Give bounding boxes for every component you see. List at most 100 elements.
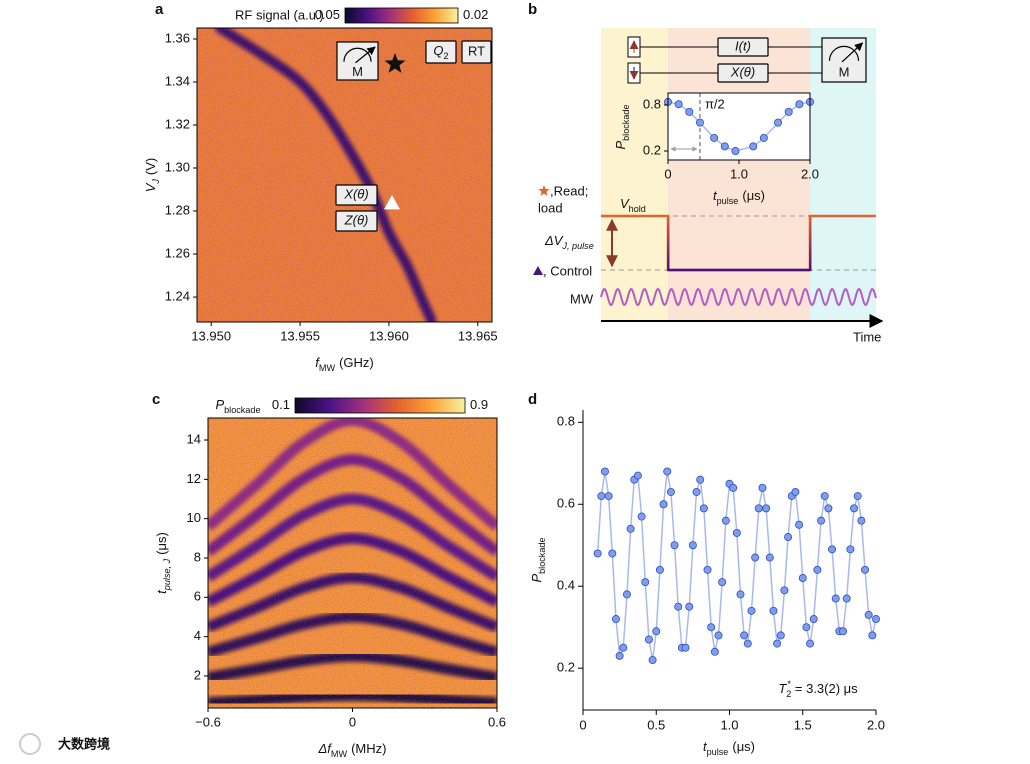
y-tick-label: 0.6: [557, 496, 575, 511]
colorbar-label: Pblockade: [215, 397, 260, 415]
label-part: ΔV: [544, 233, 564, 248]
meter-needle: [841, 42, 864, 63]
data-point: [795, 520, 804, 529]
read-label: load: [538, 200, 563, 215]
x-tick-label: 2.0: [867, 717, 885, 732]
gate-label: Z(θ): [344, 212, 369, 227]
y-tick-label: 12: [187, 471, 201, 486]
data-point: [743, 639, 752, 648]
data-point: [784, 533, 793, 542]
label-part: t: [713, 188, 718, 203]
data-point: [824, 504, 833, 513]
label-part: pulse: [717, 196, 739, 206]
y-axis-label: VJ (V): [143, 158, 161, 193]
label-part: MW: [331, 749, 348, 759]
data-point: [795, 100, 804, 109]
label-part: 2: [786, 689, 791, 699]
y-tick-label: 0.4: [557, 578, 575, 593]
watermark-logo: [19, 733, 41, 755]
rt-box: [461, 40, 492, 64]
colorbar: [344, 7, 459, 24]
triangle-icon: [384, 195, 400, 210]
data-point: [641, 578, 650, 587]
data-point: [780, 586, 789, 595]
data-point: [695, 118, 704, 127]
colorbar-tick-label: 0.1: [272, 397, 290, 412]
y-tick-label: 0.2: [643, 142, 661, 157]
x-tick-label: 2.0: [801, 166, 819, 181]
data-point: [762, 504, 771, 513]
label-part: T: [778, 681, 787, 696]
label-part: J: [151, 179, 161, 185]
gate-label: X(θ): [730, 64, 755, 79]
data-point: [688, 541, 697, 550]
data-point: [747, 606, 756, 615]
data-point: [710, 647, 719, 656]
pulse-label: ΔVJ, pulse: [544, 233, 594, 251]
data-point: [718, 578, 727, 587]
colorbar: [294, 397, 466, 414]
x-tick-label: 1.0: [730, 166, 748, 181]
triangle-icon: [533, 266, 543, 275]
label-part: Δf: [318, 741, 333, 756]
data-point: [707, 623, 716, 632]
data-point: [828, 545, 837, 554]
data-point: [685, 107, 694, 116]
annotation: T2* = 3.3(2) μs: [778, 679, 858, 699]
data-point: [659, 500, 668, 509]
label-part: *: [787, 679, 791, 689]
label-part: pulse: [707, 747, 729, 757]
data-point: [791, 487, 800, 496]
y-tick-label: 1.28: [165, 202, 190, 217]
pulse-edge: [809, 216, 812, 271]
data-point: [769, 606, 778, 615]
data-line: [596, 471, 877, 661]
pulse-edge: [667, 216, 670, 271]
gate-box: [335, 210, 378, 232]
plot-frame: [667, 92, 811, 161]
data-point: [809, 615, 818, 624]
x-tick-label: 0: [579, 717, 586, 732]
data-point: [773, 639, 782, 648]
data-point: [674, 100, 683, 109]
control-label: , Control: [543, 263, 592, 278]
x-axis-label: ΔfMW (MHz): [318, 741, 387, 759]
gate-box: [717, 63, 769, 83]
data-point: [853, 492, 862, 501]
x-tick-label: 13.960: [369, 328, 409, 343]
data-point: [597, 492, 606, 501]
label-part: Q: [433, 43, 443, 58]
y-tick-label: 1.24: [165, 288, 190, 303]
meter-label: M: [352, 64, 363, 79]
data-point: [637, 512, 646, 521]
data-point: [868, 631, 877, 640]
label-part: blockade: [224, 405, 260, 415]
data-point: [729, 483, 738, 492]
y-tick-label: 4: [194, 628, 201, 643]
rt-label: RT: [468, 43, 485, 58]
label-part: MW: [319, 363, 336, 373]
label-part: t: [154, 589, 169, 594]
x-tick-label: 13.955: [280, 328, 320, 343]
y-tick-label: 10: [187, 510, 201, 525]
data-point: [648, 656, 657, 665]
data-point: [611, 615, 620, 624]
label-part: J, pulse: [561, 241, 593, 251]
gate-box: [717, 37, 769, 57]
x-axis-label: tpulse (μs): [703, 739, 755, 757]
y-tick-label: 1.34: [165, 73, 190, 88]
data-point: [615, 651, 624, 660]
data-point: [798, 574, 807, 583]
x-tick-label: 1.0: [720, 717, 738, 732]
data-point: [774, 118, 783, 127]
y-tick-label: 2: [194, 667, 201, 682]
x-tick-label: 0.6: [488, 714, 506, 729]
data-point: [652, 627, 661, 636]
data-point: [857, 516, 866, 525]
watermark: 大数跨境: [58, 736, 110, 751]
label-part: pulse, J: [162, 558, 172, 591]
data-point: [872, 615, 881, 624]
x-tick-label: 13.950: [191, 328, 231, 343]
x-tick-label: 0: [664, 166, 671, 181]
